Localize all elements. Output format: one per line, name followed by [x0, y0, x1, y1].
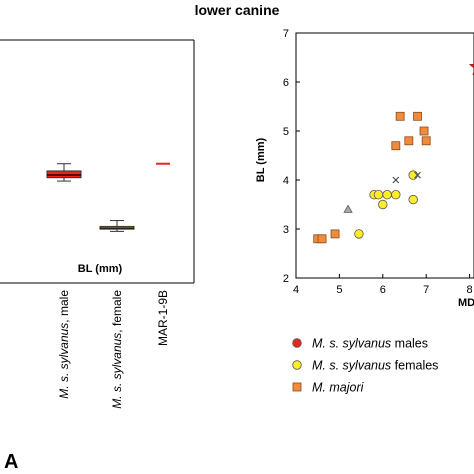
scatter-point-circle — [382, 189, 392, 200]
scatter-y-axis-title: BL (mm) — [255, 137, 267, 182]
x-tick-label: 4 — [293, 284, 299, 296]
scatter-point-x — [392, 176, 400, 184]
scatter-plot-frame — [295, 32, 474, 279]
scatter-x-axis-title: MD — [458, 297, 474, 309]
scatter-point-circle — [391, 189, 401, 200]
scatter-point-circle — [408, 194, 418, 205]
scatter-point-circle — [373, 189, 384, 200]
scatter-point-circle — [408, 170, 418, 180]
box-female — [99, 220, 135, 232]
legend-entry: M. majori — [312, 381, 365, 395]
y-tick-label: 2 — [283, 273, 289, 285]
scatter-point-square — [391, 141, 401, 151]
boxplot-y-axis-title: BL (mm) — [78, 263, 123, 275]
scatter-point-square — [404, 136, 414, 146]
y-tick-label: 5 — [283, 126, 289, 138]
legend-entry: M. s. sylvanus males — [312, 337, 428, 351]
scatter-point-square — [421, 136, 431, 146]
legend-marker-circle — [292, 338, 302, 348]
scatter-point-star — [468, 64, 474, 76]
x-tick-label: 7 — [423, 284, 429, 296]
category-label: MAR-1-9B — [156, 290, 170, 346]
scatter-point-triangle — [343, 204, 353, 213]
category-label: M. s. sylvanus, male — [57, 290, 71, 399]
category-label: M. s. sylvanus, female — [110, 290, 124, 409]
y-tick-label: 6 — [283, 77, 289, 89]
legend-marker-circle — [292, 360, 302, 370]
box-iqr — [46, 170, 82, 179]
boxplot-panel: BL (mm) M. s. sylvanus, male M. s. sylvan… — [0, 39, 195, 409]
box-male — [46, 163, 82, 182]
panel-label: A — [4, 451, 18, 473]
x-tick-label: 6 — [380, 284, 386, 296]
scatter-point-square — [395, 111, 405, 121]
scatter-point-square — [419, 126, 429, 136]
x-tick-label: 5 — [336, 284, 342, 296]
scatter-point-square — [317, 234, 327, 244]
scatter-point-circle — [354, 229, 364, 239]
legend-marker-square — [292, 382, 302, 392]
scatter-panel: 4 5 6 7 8 2 3 4 5 6 7 BL (mm) MD M. s. sylvanus ma… — [255, 28, 474, 395]
legend-entry: M. s. sylvanus females — [312, 359, 438, 373]
scatter-point-square — [330, 229, 340, 239]
x-tick-label: 8 — [467, 284, 473, 296]
scatter-point-x — [414, 171, 421, 179]
y-tick-label: 3 — [283, 224, 289, 236]
scatter-point-square — [413, 111, 422, 121]
figure-title: lower canine — [195, 2, 280, 18]
y-tick-label: 7 — [283, 28, 289, 40]
y-tick-label: 4 — [283, 175, 289, 187]
scatter-point-circle — [378, 199, 388, 210]
